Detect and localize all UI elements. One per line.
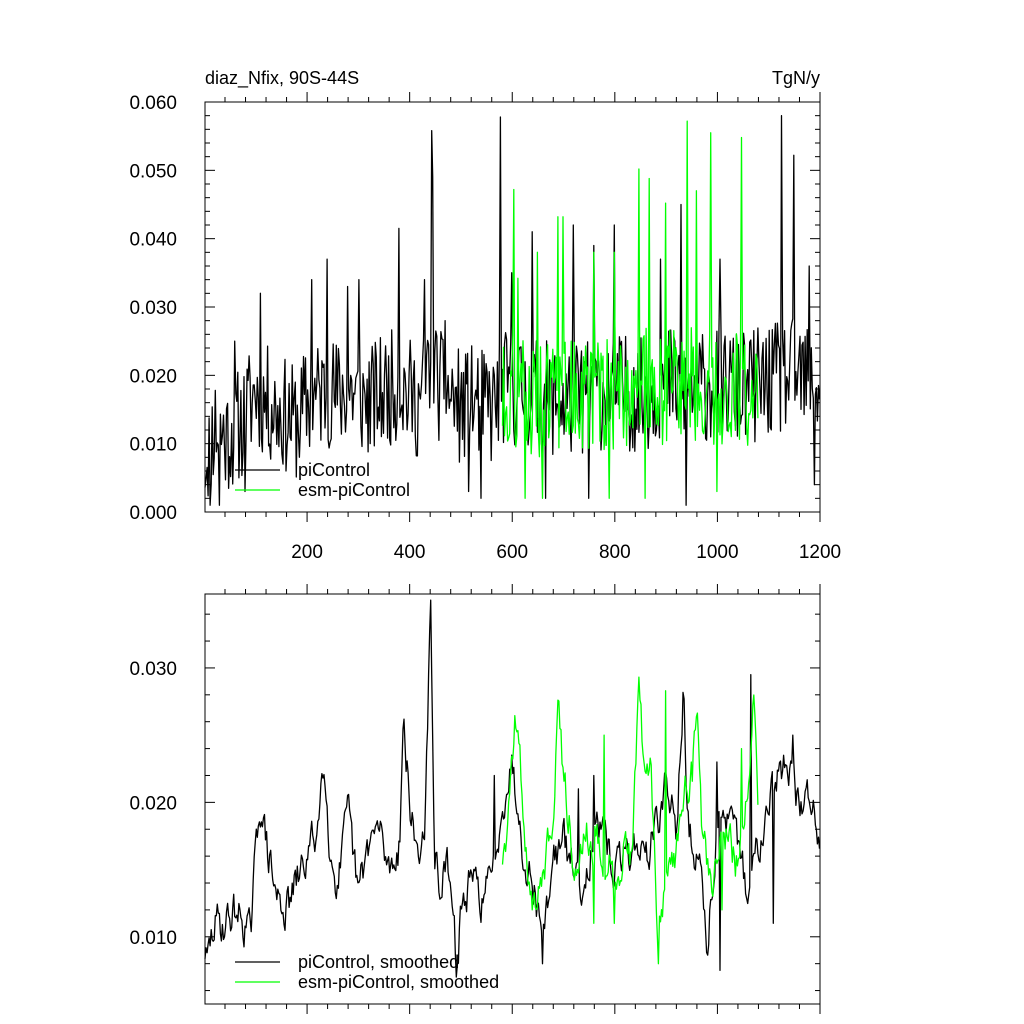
panel-smoothed: 0.010 0.020 0.030 piControl, smoothedesm-p… [129,584,821,1014]
series-group [204,599,821,978]
y-tick-label: 0.010 [129,435,177,456]
y-tick-label: 0.050 [129,161,177,182]
y-tick-label: 0.010 [129,928,177,949]
y-tick-label: 0.030 [129,298,177,319]
y-tick-label: 0.060 [129,93,177,114]
x-tick-label: 400 [394,542,426,563]
x-tick-label: 1000 [696,542,738,563]
legend-label: piControl, smoothed [298,952,459,972]
series-line-esm-picontrol [501,120,759,499]
y-tick-label: 0.020 [129,366,177,387]
y-tick-label: 0.000 [129,503,177,524]
legend-label: esm-piControl, smoothed [298,972,499,992]
panel-raw: 0.000 0.010 0.020 0.030 0.040 0.050 0.060 200 40… [129,68,841,563]
chart-title: diaz_Nfix, 90S-44S [205,68,359,89]
x-tick-label: 1200 [799,542,841,563]
x-tick-label: 600 [496,542,528,563]
legend-label: piControl [298,460,370,480]
x-tick-label: 800 [599,542,631,563]
y-tick-label: 0.020 [129,793,177,814]
series-line-esm-picontrol-smoothed [501,676,759,965]
axes-ticks: 0.000 0.010 0.020 0.030 0.040 0.050 0.060 200 40… [129,92,841,563]
y-tick-label: 0.030 [129,659,177,680]
axes-ticks: 0.010 0.020 0.030 [129,584,821,1014]
chart-units: TgN/y [772,68,820,88]
series-line-picontrol [204,115,821,506]
series-line-picontrol-smoothed [204,599,821,978]
series-group [204,115,821,506]
legend-label: esm-piControl [298,480,410,500]
y-tick-label: 0.040 [129,230,177,251]
x-tick-label: 200 [291,542,323,563]
plot-frame [204,593,821,1005]
